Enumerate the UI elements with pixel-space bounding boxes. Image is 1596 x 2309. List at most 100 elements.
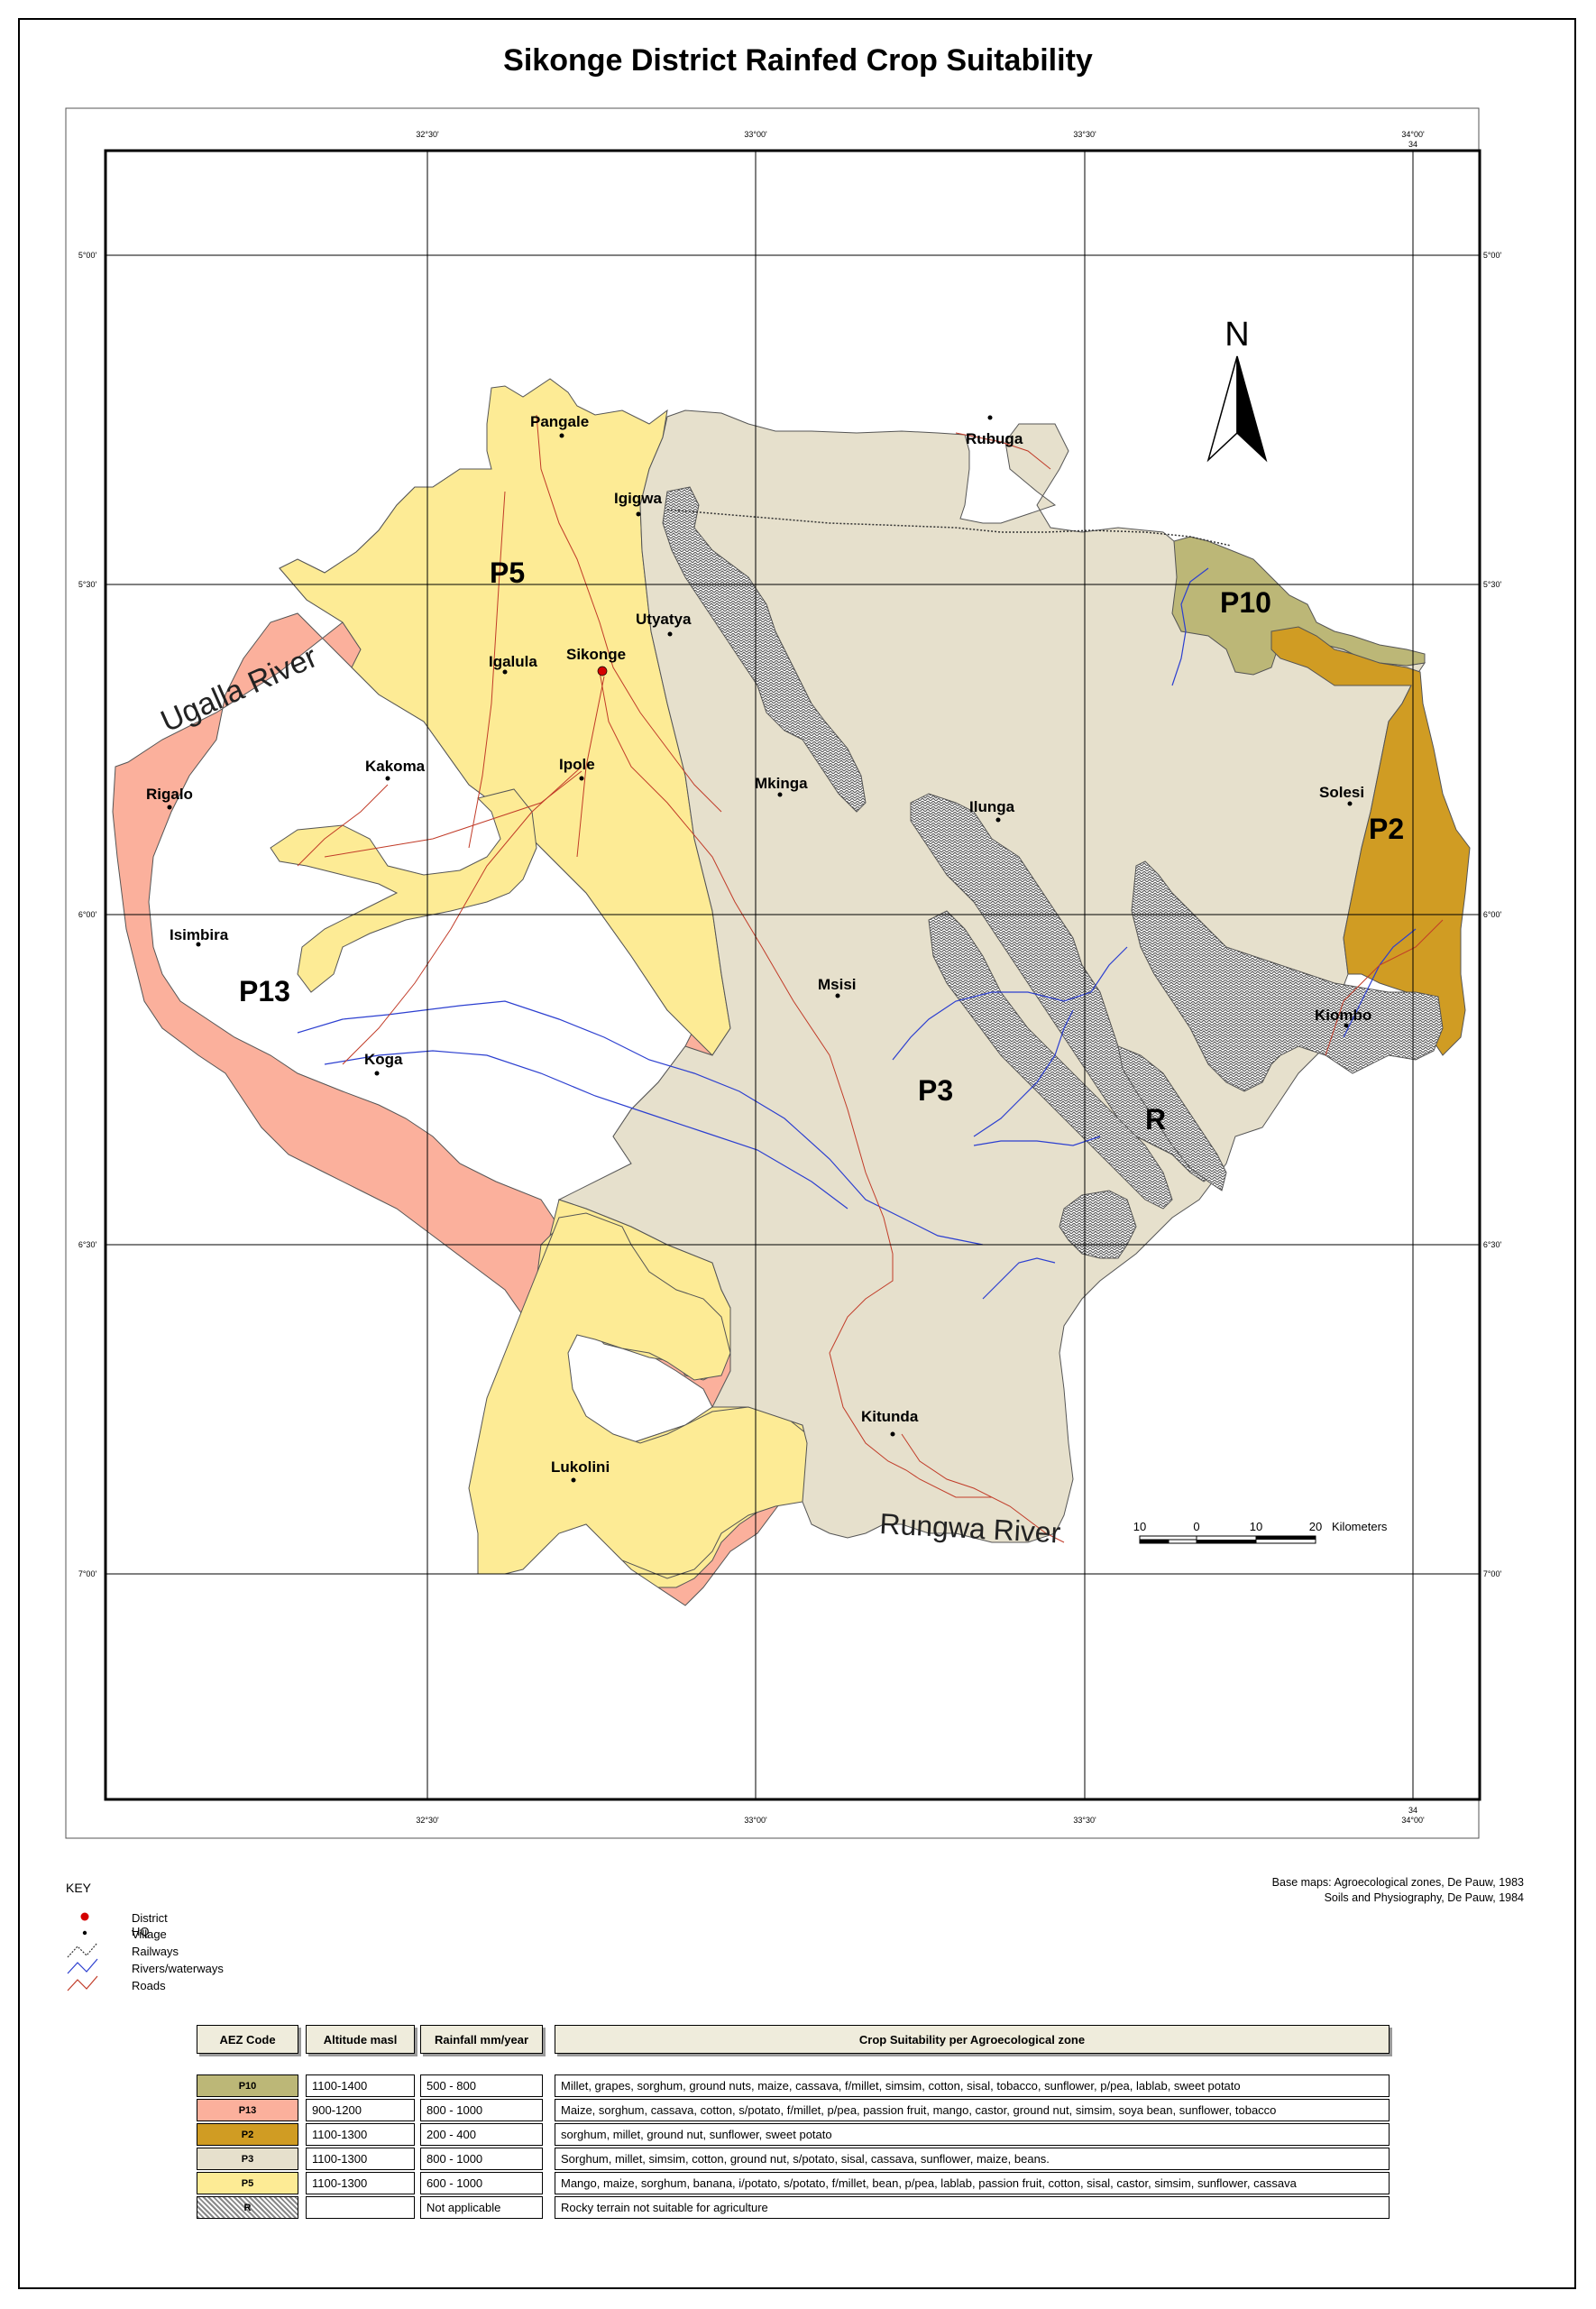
road-7 bbox=[468, 491, 506, 849]
rocky-band-north[interactable] bbox=[662, 486, 867, 813]
village-label[interactable]: Rigalo bbox=[146, 786, 193, 803]
village-dot bbox=[1344, 1023, 1349, 1028]
grid-bottom-extra: 34 bbox=[1408, 1806, 1417, 1815]
grid-right-2: 5°30' bbox=[1483, 580, 1502, 589]
table-cell-crops: Mango, maize, sorghum, banana, i/potato,… bbox=[555, 2172, 1390, 2194]
village-label[interactable]: Igalula bbox=[489, 653, 537, 670]
village-label[interactable]: Kiombo bbox=[1315, 1007, 1371, 1024]
village-dot bbox=[559, 433, 564, 438]
village-dot bbox=[385, 776, 390, 781]
zone-P5-gaps[interactable] bbox=[270, 788, 537, 993]
village-label[interactable]: Isimbira bbox=[170, 926, 229, 943]
zone-P5[interactable] bbox=[270, 378, 808, 1588]
scale-unit-label: Kilometers bbox=[1332, 1520, 1388, 1533]
table-cell-text: 1100-1300 bbox=[312, 2152, 368, 2166]
river-7 bbox=[1343, 928, 1417, 1038]
rocky-band-r2[interactable] bbox=[1117, 1045, 1227, 1191]
grid-left-1: 5°00' bbox=[78, 251, 97, 260]
grid-bottom-2: 33°00' bbox=[744, 1816, 767, 1825]
river-6 bbox=[1171, 567, 1209, 686]
zone-R[interactable] bbox=[662, 486, 1444, 1259]
grid-bottom-4: 34°00' bbox=[1401, 1816, 1425, 1825]
table-cell-rainfall: 600 - 1000 bbox=[420, 2172, 543, 2194]
map-title: Sikonge District Rainfed Crop Suitabilit… bbox=[503, 43, 1093, 78]
village-label[interactable]: Mkinga bbox=[755, 775, 808, 792]
village-label[interactable]: Ipole bbox=[559, 756, 595, 773]
grid-left-4: 6°30' bbox=[78, 1240, 97, 1249]
table-cell-code: P10 bbox=[197, 2074, 298, 2097]
table-cell-text: P13 bbox=[238, 2104, 257, 2116]
village-dot bbox=[636, 511, 641, 517]
zone-labels: P5 P13 P3 P10 P2 R bbox=[239, 557, 1404, 1136]
river-3 bbox=[892, 946, 1128, 1061]
railway-icon bbox=[67, 1942, 98, 1958]
river-8 bbox=[973, 1009, 1074, 1137]
village-label[interactable]: Msisi bbox=[818, 976, 857, 993]
village-markers: Pangale Igigwa Rubuga Utyatya Igalula Si… bbox=[146, 413, 1371, 1483]
road-3 bbox=[829, 1054, 992, 1498]
key-label: Roads bbox=[132, 1979, 166, 1992]
road-1 bbox=[536, 414, 722, 813]
village-dot bbox=[579, 776, 584, 781]
key-title: KEY bbox=[66, 1881, 92, 1895]
table-cell-text: 1100-1300 bbox=[312, 2128, 368, 2141]
river-1 bbox=[297, 1000, 984, 1246]
district-hq-dot bbox=[597, 666, 608, 676]
grid-labels: 32°30' 33°00' 33°30' 34°00' 34 34 32°30'… bbox=[78, 130, 1502, 1825]
road-11 bbox=[576, 676, 605, 858]
grid-left-2: 5°30' bbox=[78, 580, 97, 589]
ugalla-river-label: Ugalla River bbox=[156, 639, 323, 739]
village-label[interactable]: Igigwa bbox=[614, 490, 662, 507]
table-cell-altitude: 1100-1300 bbox=[306, 2172, 415, 2194]
table-cell-code: P3 bbox=[197, 2148, 298, 2170]
table-cell-text: P3 bbox=[241, 2153, 254, 2165]
village-label[interactable]: Kakoma bbox=[365, 758, 426, 775]
table-cell-altitude: 1100-1300 bbox=[306, 2148, 415, 2170]
village-label[interactable]: Koga bbox=[364, 1051, 403, 1068]
village-dot bbox=[890, 1431, 895, 1437]
grid-right-1: 5°00' bbox=[1483, 251, 1502, 260]
river-5 bbox=[982, 1257, 1056, 1300]
village-label[interactable]: Sikonge bbox=[566, 646, 626, 663]
key-label: Railways bbox=[132, 1945, 179, 1958]
zone-P10-area[interactable] bbox=[1171, 536, 1426, 676]
key-label: Rivers/waterways bbox=[132, 1962, 224, 1975]
village-label[interactable]: Rubuga bbox=[966, 430, 1023, 447]
river-2 bbox=[324, 1050, 848, 1210]
zone-label-P5: P5 bbox=[490, 557, 525, 589]
grid-top-1: 32°30' bbox=[416, 130, 439, 139]
railway bbox=[666, 509, 1232, 547]
table-cell-altitude: 1100-1300 bbox=[306, 2123, 415, 2146]
village-label[interactable]: Lukolini bbox=[551, 1458, 610, 1476]
village-label[interactable]: Ilunga bbox=[969, 798, 1015, 815]
table-cell-text: Not applicable bbox=[427, 2201, 501, 2214]
table-cell-rainfall: 200 - 400 bbox=[420, 2123, 543, 2146]
table-cell-text: Sorghum, millet, simsim, cotton, ground … bbox=[561, 2152, 1050, 2166]
zone-label-R: R bbox=[1145, 1103, 1166, 1136]
rocky-patch-south[interactable] bbox=[1059, 1190, 1137, 1259]
table-header-aez-code: AEZ Code bbox=[197, 2025, 298, 2054]
source-line-2: Soils and Physiography, De Pauw, 1984 bbox=[1324, 1891, 1524, 1904]
table-cell-text: 900-1200 bbox=[312, 2103, 362, 2117]
grid-bottom-1: 32°30' bbox=[416, 1816, 439, 1825]
table-cell-code: P5 bbox=[197, 2172, 298, 2194]
zone-label-P2: P2 bbox=[1369, 813, 1404, 845]
village-dot bbox=[667, 631, 673, 637]
key-label: District HQ bbox=[132, 1911, 168, 1938]
zone-label-P3: P3 bbox=[918, 1074, 953, 1107]
road-icon bbox=[67, 1975, 98, 1992]
zone-P10[interactable] bbox=[1171, 536, 1426, 676]
village-label[interactable]: Utyatya bbox=[636, 611, 692, 628]
river-4 bbox=[973, 1136, 1101, 1146]
table-header-rainfall: Rainfall mm/year bbox=[420, 2025, 543, 2054]
zone-P5-north[interactable] bbox=[279, 378, 731, 1056]
river-icon bbox=[67, 1958, 98, 1974]
village-label[interactable]: Solesi bbox=[1319, 784, 1364, 801]
village-label[interactable]: Kitunda bbox=[861, 1408, 919, 1425]
table-cell-crops: Millet, grapes, sorghum, ground nuts, ma… bbox=[555, 2074, 1390, 2097]
key-label: Village bbox=[132, 1927, 167, 1941]
village-label[interactable]: Pangale bbox=[530, 413, 589, 430]
rocky-band-r[interactable] bbox=[1131, 860, 1444, 1092]
grid-right-4: 6°30' bbox=[1483, 1240, 1502, 1249]
